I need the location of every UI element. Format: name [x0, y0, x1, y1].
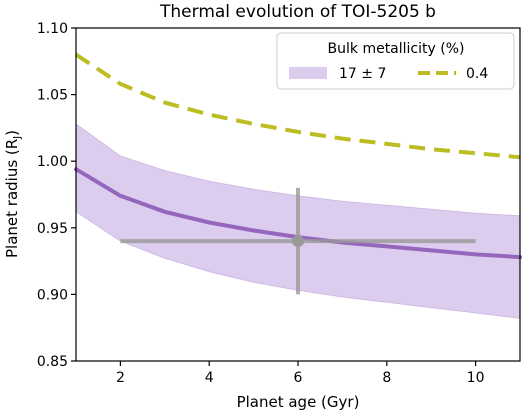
- chart-title: Thermal evolution of TOI-5205 b: [159, 2, 436, 22]
- y-tick-label: 1.00: [37, 154, 68, 170]
- legend-label-band: 17 ± 7: [339, 66, 386, 82]
- y-tick-label: 1.05: [37, 88, 68, 104]
- axes: 2 4 6 8 10 0.85 0.90 0.95 1.00 1.05 1.10: [37, 21, 485, 386]
- legend: Bulk metallicity (%) 17 ± 7 0.4: [276, 32, 515, 90]
- plot-area: [74, 52, 522, 319]
- x-tick-label: 10: [467, 370, 485, 386]
- y-tick-label: 0.85: [37, 354, 68, 370]
- y-tick-label: 0.90: [37, 287, 68, 303]
- legend-title: Bulk metallicity (%): [328, 41, 465, 57]
- legend-swatch-band: [289, 67, 327, 79]
- x-tick-label: 2: [116, 370, 125, 386]
- legend-label-dashed: 0.4: [466, 66, 488, 82]
- y-tick-label: 1.10: [37, 21, 68, 37]
- y-tick-label: 0.95: [37, 221, 68, 237]
- x-tick-label: 8: [382, 370, 391, 386]
- x-tick-label: 4: [205, 370, 214, 386]
- x-axis-label: Planet age (Gyr): [237, 393, 360, 411]
- y-axis-label: Planet radius (RJ): [3, 130, 23, 258]
- measurement-point: [292, 235, 304, 248]
- series-line-0-4pct: [74, 52, 521, 160]
- x-tick-label: 6: [294, 370, 303, 386]
- y-axis-label-subscript: J: [12, 136, 23, 140]
